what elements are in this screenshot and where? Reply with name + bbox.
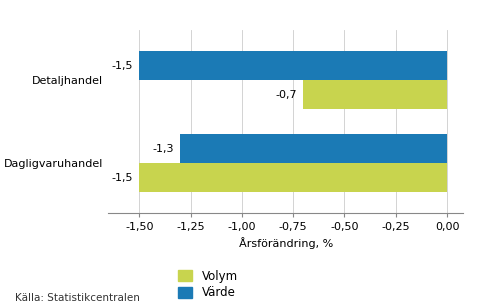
X-axis label: Årsförändring, %: Årsförändring, % [239, 237, 333, 249]
Text: Källa: Statistikcentralen: Källa: Statistikcentralen [15, 293, 140, 303]
Bar [180, 134, 447, 163]
Bar [303, 80, 447, 109]
Bar [139, 51, 447, 80]
Legend: Volym, Värde: Volym, Värde [178, 270, 238, 299]
Text: -1,5: -1,5 [111, 173, 133, 183]
Text: -1,5: -1,5 [111, 60, 133, 71]
Text: -0,7: -0,7 [276, 90, 297, 100]
Text: -1,3: -1,3 [153, 143, 174, 154]
Bar [139, 163, 447, 192]
